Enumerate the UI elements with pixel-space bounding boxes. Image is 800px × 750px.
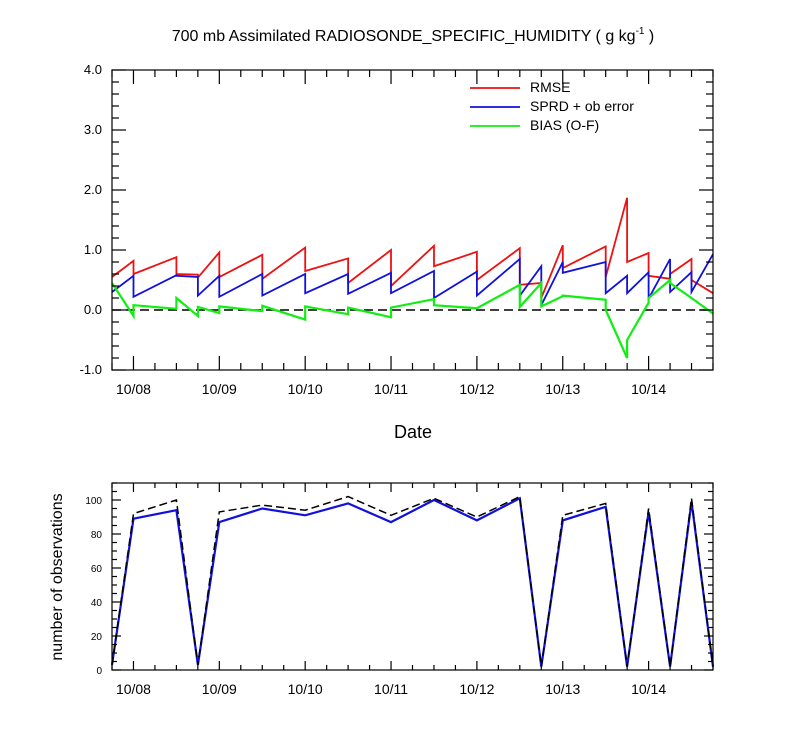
y-tick-label: 100	[85, 496, 102, 507]
chart-title-suffix: )	[644, 28, 654, 45]
y-tick-label: 1.0	[84, 242, 102, 257]
legend-label-bias-o-f: BIAS (O-F)	[530, 117, 599, 133]
x-tick-label: 10/12	[459, 381, 494, 397]
x-axis-label: Date	[394, 422, 432, 442]
legend-label-sprd-ob-error: SPRD + ob error	[530, 98, 634, 114]
y-tick-label: 2.0	[84, 182, 102, 197]
observation-count-plot: 10/08 10/09 10/10 10/11 10/12 10/13 10/14 0 20 40…	[85, 482, 715, 697]
x-tick-label: 10/10	[288, 381, 323, 397]
x-tick-label: 10/11	[374, 681, 408, 697]
y-tick-label: 0.0	[84, 302, 102, 317]
x-tick-label: 10/10	[288, 681, 323, 697]
series-line-rmse	[111, 197, 714, 299]
y-tick-label: 60	[91, 564, 103, 575]
x-tick-label: 10/08	[116, 681, 151, 697]
y-tick-label: 20	[91, 632, 103, 643]
error-statistics-plot: 10/08 10/09 10/10 10/11 10/12 10/13 10/14 -1.0 0…	[80, 62, 714, 397]
chart-title: 700 mb Assimilated RADIOSONDE_SPECIFIC_H…	[172, 26, 655, 45]
x-tick-label: 10/14	[631, 381, 666, 397]
legend-label-rmse: RMSE	[530, 79, 570, 95]
y-tick-label: 0	[96, 666, 102, 677]
y-tick-label: 3.0	[84, 122, 102, 137]
chart-title-superscript: -1	[636, 26, 645, 37]
chart-legend: RMSE SPRD + ob error BIAS (O-F)	[470, 79, 634, 133]
chart-title-main: 700 mb Assimilated RADIOSONDE_SPECIFIC_H…	[172, 28, 636, 45]
series-line-bias-o-f	[111, 277, 714, 359]
series-line-possible	[111, 495, 714, 667]
series-line-assimilated	[110, 496, 715, 667]
x-tick-label: 10/13	[545, 381, 580, 397]
y-tick-label: 80	[91, 530, 103, 541]
plot-frame	[111, 69, 714, 371]
series-line-sprd-ob-error	[111, 253, 714, 306]
x-tick-label: 10/09	[202, 681, 237, 697]
y-tick-label: -1.0	[80, 362, 102, 377]
y-tick-label: 40	[91, 598, 103, 609]
y-tick-label: 4.0	[84, 62, 102, 77]
y-axis-label-observations: number of observations	[49, 493, 66, 660]
x-tick-label: 10/11	[374, 381, 408, 397]
x-tick-label: 10/12	[459, 681, 494, 697]
x-tick-label: 10/09	[202, 381, 237, 397]
x-tick-label: 10/13	[545, 681, 580, 697]
x-tick-label: 10/14	[631, 681, 666, 697]
x-tick-label: 10/08	[116, 381, 151, 397]
